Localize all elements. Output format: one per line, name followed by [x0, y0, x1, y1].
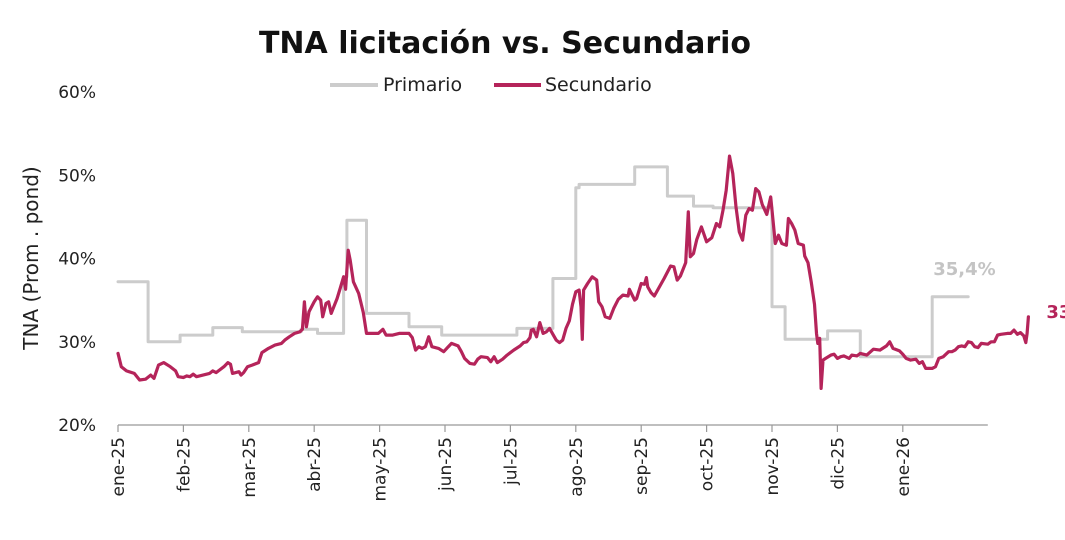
x-tick-label: ene-26 — [894, 437, 914, 496]
y-tick-label: 60% — [58, 83, 96, 103]
legend-label-primario: Primario — [383, 74, 462, 96]
y-tick-label: 30% — [58, 333, 96, 353]
x-tick-label: may-25 — [371, 437, 391, 502]
end-label-secundario: 33,0% — [1046, 302, 1065, 323]
x-tick-label: oct-25 — [698, 437, 718, 491]
x-tick-label: mar-25 — [240, 437, 260, 498]
series-line-secundario — [116, 154, 1030, 390]
y-tick-label: 40% — [58, 250, 96, 270]
x-tick-label: jul-25 — [501, 437, 521, 486]
end-labels: 35,4% 33,0% — [933, 259, 1065, 323]
chart-title: TNA licitación vs. Secundario — [259, 26, 751, 61]
x-tick-label: abr-25 — [305, 437, 325, 492]
x-tick-label: nov-25 — [763, 437, 783, 496]
end-label-primario: 35,4% — [933, 259, 995, 280]
legend: Primario Secundario — [330, 74, 652, 96]
x-axis-ticks: ene-25 feb-25 mar-25 abr-25 may-25 jun-25 jul-… — [109, 425, 914, 502]
series-line-primario — [116, 165, 970, 359]
y-axis-label: TNA (Prom . pond) — [19, 166, 43, 350]
x-tick-label: feb-25 — [174, 437, 194, 492]
series-layer — [116, 154, 1030, 390]
y-axis-ticks: 20% 30% 40% 50% 60% — [58, 83, 96, 436]
x-tick-label: jun-25 — [436, 437, 456, 492]
legend-label-secundario: Secundario — [545, 74, 652, 96]
x-tick-label: dic-25 — [828, 437, 848, 490]
x-tick-label: ago-25 — [567, 437, 587, 497]
x-tick-label: ene-25 — [109, 437, 129, 496]
y-tick-label: 50% — [58, 166, 96, 186]
x-tick-label: sep-25 — [632, 437, 652, 495]
y-tick-label: 20% — [58, 416, 96, 436]
